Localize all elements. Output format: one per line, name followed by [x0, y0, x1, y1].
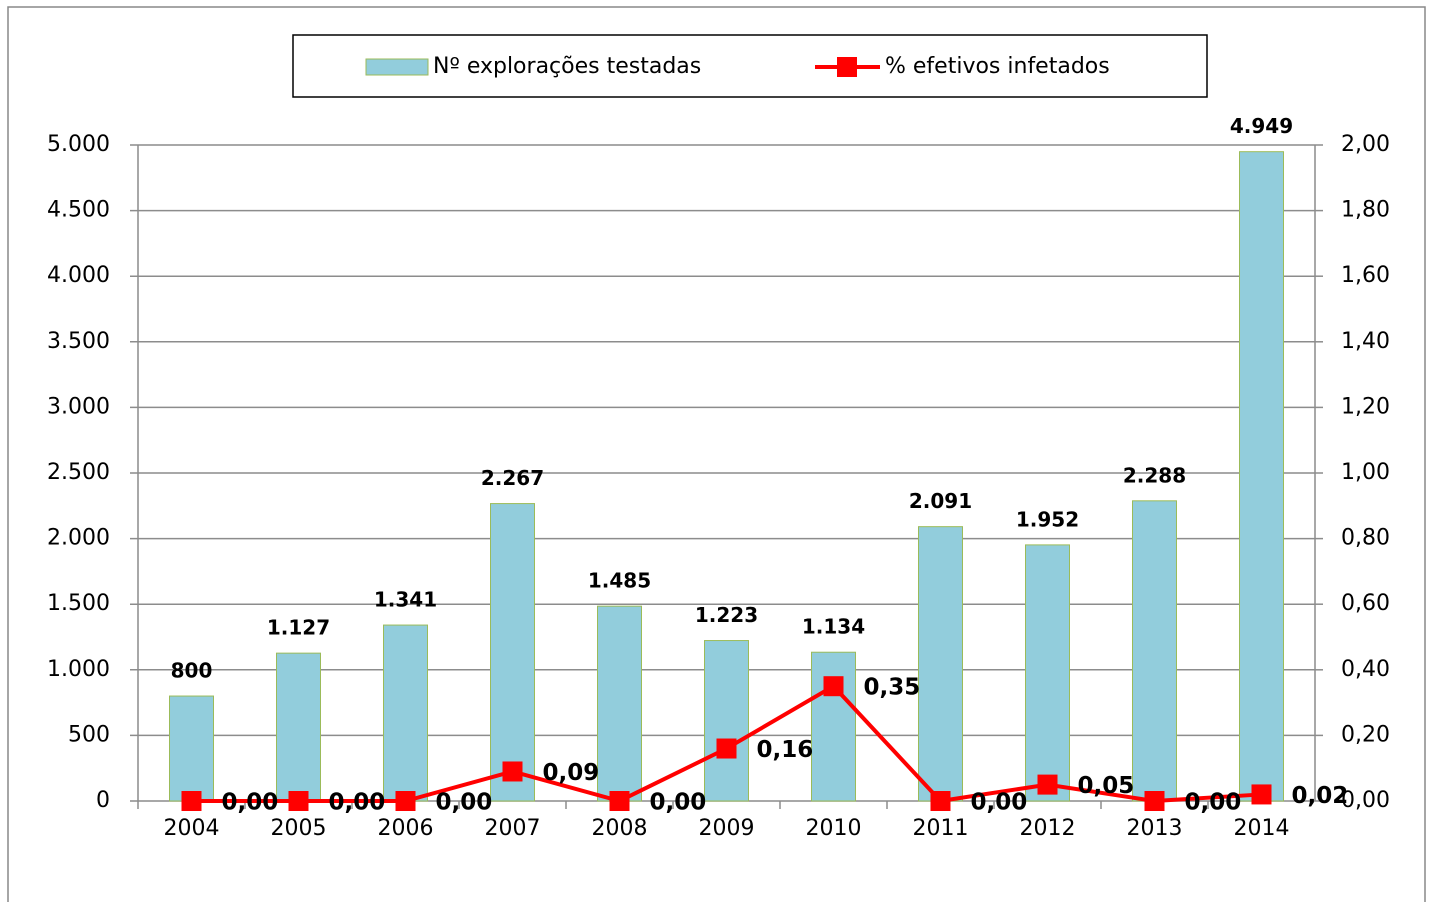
line-value-label: 0,00	[650, 790, 707, 816]
x-tick-label: 2008	[592, 816, 648, 841]
bar-value-label: 1.134	[802, 615, 865, 639]
y-tick-label: 3.000	[47, 394, 110, 419]
bar	[918, 526, 963, 802]
legend-box	[292, 34, 1208, 98]
y2-tick-label: 0,60	[1341, 591, 1390, 616]
bar-value-label: 2.288	[1123, 463, 1186, 487]
line-marker	[930, 791, 951, 811]
line-value-label: 0,00	[971, 790, 1028, 816]
y-tick-label: 5.000	[47, 132, 110, 157]
line-marker	[181, 791, 202, 811]
line-value-label: 0,16	[757, 737, 814, 763]
y-tick-label: 3.500	[47, 329, 110, 354]
bar-value-label: 4.949	[1230, 114, 1293, 138]
y2-tick-label: 1,20	[1341, 394, 1390, 419]
bar-value-label: 1.485	[588, 569, 651, 593]
y2-tick-label: 1,00	[1341, 460, 1390, 485]
bar	[1132, 500, 1177, 802]
y2-tick-label: 0,20	[1341, 722, 1390, 747]
bar	[597, 605, 642, 802]
bar	[276, 652, 321, 802]
line-value-label: 0,00	[1185, 790, 1242, 816]
y-tick-label: 0	[96, 788, 110, 813]
bar-value-label: 2.091	[909, 489, 972, 513]
line-value-label: 0,00	[222, 790, 279, 816]
y2-tick-label: 0,00	[1341, 788, 1390, 813]
bar	[1025, 544, 1070, 802]
line-marker	[288, 791, 309, 811]
line-marker	[1144, 791, 1165, 811]
line-value-label: 0,02	[1292, 783, 1349, 809]
y-tick-label: 4.500	[47, 198, 110, 223]
line-value-label: 0,05	[1078, 773, 1135, 799]
bar	[704, 640, 749, 802]
x-tick-label: 2012	[1020, 816, 1076, 841]
legend-label: Nº explorações testadas	[433, 54, 701, 79]
bar	[169, 695, 214, 802]
y-tick-label: 1.500	[47, 591, 110, 616]
x-tick-label: 2007	[485, 816, 541, 841]
y-tick-label: 4.000	[47, 263, 110, 288]
bar-value-label: 2.267	[481, 466, 544, 490]
legend-label: % efetivos infetados	[885, 54, 1110, 79]
bar	[490, 503, 535, 802]
bar-value-label: 1.127	[267, 616, 330, 640]
bar-value-label: 800	[171, 659, 213, 683]
x-tick-label: 2009	[699, 816, 755, 841]
line-marker	[395, 791, 416, 811]
bar	[811, 651, 856, 802]
line-value-label: 0,09	[543, 760, 600, 786]
y2-tick-label: 0,80	[1341, 526, 1390, 551]
y-tick-label: 2.000	[47, 526, 110, 551]
line-value-label: 0,00	[329, 790, 386, 816]
bar	[1239, 151, 1284, 802]
line-marker	[609, 791, 630, 811]
line-marker	[502, 761, 523, 782]
x-tick-label: 2011	[913, 816, 969, 841]
x-tick-label: 2013	[1127, 816, 1183, 841]
bar-value-label: 1.952	[1016, 507, 1079, 531]
y2-tick-label: 1,60	[1341, 263, 1390, 288]
y-tick-label: 1.000	[47, 657, 110, 682]
y2-tick-label: 1,80	[1341, 198, 1390, 223]
line-marker	[1037, 774, 1058, 795]
y2-tick-label: 0,40	[1341, 657, 1390, 682]
line-marker	[823, 676, 844, 697]
x-tick-label: 2006	[378, 816, 434, 841]
y2-tick-label: 2,00	[1341, 132, 1390, 157]
line-marker	[716, 738, 737, 759]
legend-marker	[837, 57, 857, 77]
y-tick-label: 2.500	[47, 460, 110, 485]
bar-value-label: 1.341	[374, 588, 437, 612]
x-tick-label: 2004	[164, 816, 220, 841]
y-tick-label: 500	[68, 722, 110, 747]
x-tick-label: 2014	[1234, 816, 1290, 841]
legend-swatch	[365, 58, 429, 76]
bar	[383, 624, 428, 802]
line-marker	[1251, 784, 1272, 805]
y2-tick-label: 1,40	[1341, 329, 1390, 354]
line-value-label: 0,35	[864, 675, 921, 701]
x-tick-label: 2005	[271, 816, 327, 841]
x-tick-label: 2010	[806, 816, 862, 841]
bar-value-label: 1.223	[695, 603, 758, 627]
line-value-label: 0,00	[436, 790, 493, 816]
